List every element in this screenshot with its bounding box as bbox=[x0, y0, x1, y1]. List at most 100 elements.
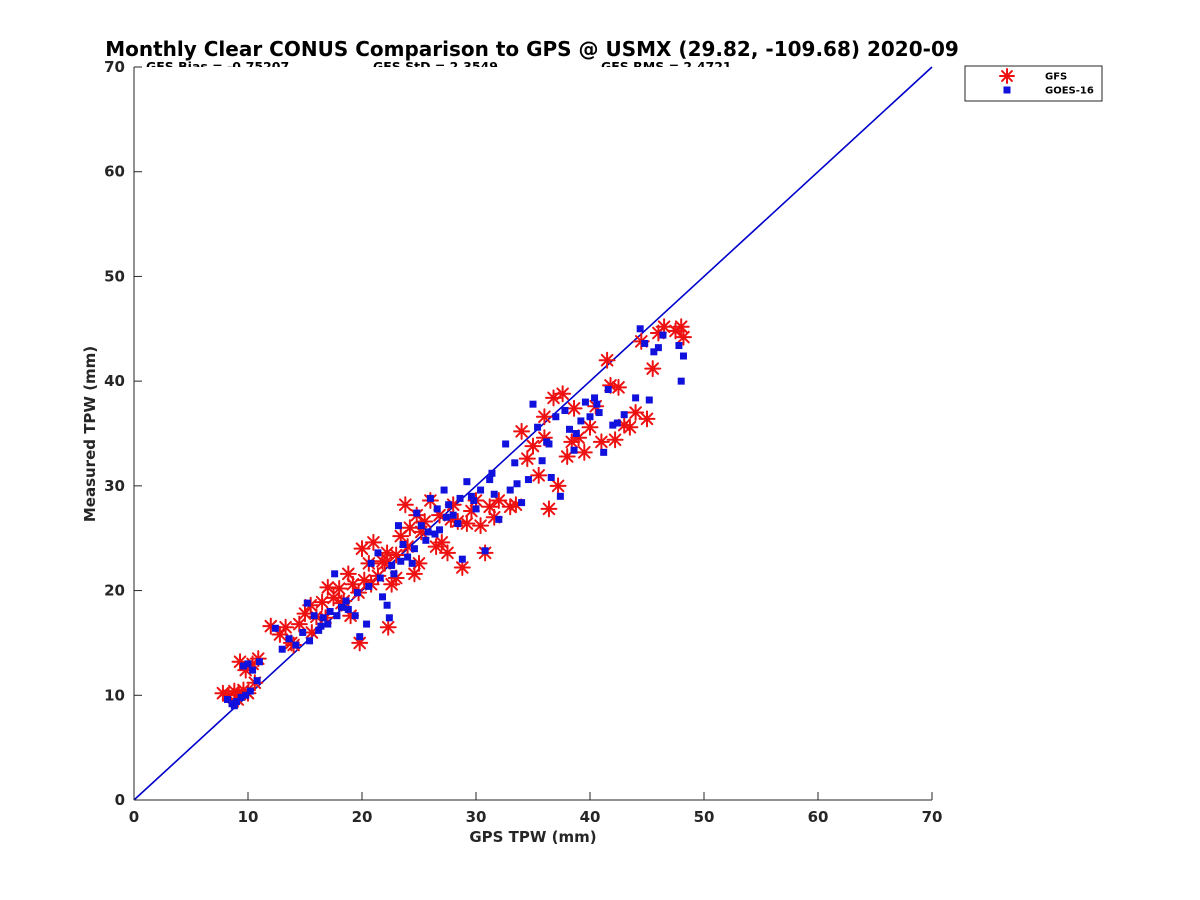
data-point bbox=[394, 522, 402, 530]
data-series bbox=[214, 318, 692, 710]
x-tick-label: 40 bbox=[580, 808, 601, 826]
y-tick-label: 70 bbox=[104, 58, 125, 76]
data-point bbox=[511, 459, 519, 467]
legend-box bbox=[964, 65, 1103, 102]
data-point bbox=[621, 418, 639, 436]
data-point bbox=[645, 396, 653, 404]
data-point bbox=[592, 433, 610, 451]
data-point bbox=[433, 505, 441, 513]
data-point bbox=[439, 544, 456, 562]
data-point bbox=[239, 662, 247, 670]
y-tick-label: 40 bbox=[104, 372, 125, 390]
data-point bbox=[472, 505, 480, 513]
data-point bbox=[306, 637, 314, 645]
data-point bbox=[540, 500, 558, 518]
data-point bbox=[324, 620, 332, 628]
data-point bbox=[486, 476, 494, 484]
data-point bbox=[530, 466, 548, 484]
data-point bbox=[593, 400, 601, 408]
data-point bbox=[230, 702, 238, 710]
data-point bbox=[410, 554, 428, 572]
data-point bbox=[271, 624, 279, 632]
data-point bbox=[638, 410, 656, 428]
data-point bbox=[356, 633, 364, 641]
data-point bbox=[552, 413, 560, 421]
data-point bbox=[412, 523, 430, 541]
data-point bbox=[376, 574, 384, 582]
data-point bbox=[277, 618, 295, 636]
data-point bbox=[604, 386, 612, 394]
data-point bbox=[397, 557, 405, 565]
legend-marker bbox=[1003, 86, 1011, 94]
data-point bbox=[363, 620, 371, 628]
data-point bbox=[513, 480, 521, 488]
data-point bbox=[454, 520, 462, 528]
data-point bbox=[534, 423, 542, 431]
data-point bbox=[456, 494, 464, 502]
data-point bbox=[495, 515, 503, 523]
x-axis-label: GPS TPW (mm) bbox=[469, 828, 596, 846]
data-point bbox=[535, 408, 553, 426]
data-point bbox=[417, 522, 425, 530]
data-point bbox=[315, 626, 323, 634]
data-point bbox=[390, 570, 398, 578]
data-point bbox=[610, 378, 627, 396]
data-point bbox=[331, 570, 339, 578]
data-point bbox=[581, 398, 589, 406]
data-point bbox=[424, 528, 432, 536]
data-point bbox=[310, 612, 318, 620]
data-point bbox=[299, 628, 307, 636]
data-point bbox=[458, 555, 466, 563]
data-point bbox=[388, 561, 396, 569]
data-point bbox=[581, 418, 599, 436]
data-point bbox=[506, 486, 514, 494]
data-point bbox=[401, 519, 419, 537]
data-point bbox=[672, 318, 690, 336]
x-axis-ticks: 0 10 20 30 40 50 60 70 bbox=[129, 792, 942, 826]
data-point bbox=[600, 448, 608, 456]
data-point bbox=[442, 513, 450, 521]
data-point bbox=[278, 645, 286, 653]
data-point bbox=[565, 425, 573, 433]
data-point bbox=[524, 437, 542, 455]
legend: GFS GOES-16 bbox=[964, 65, 1103, 102]
data-point bbox=[396, 496, 414, 514]
data-point bbox=[644, 360, 662, 378]
data-point bbox=[545, 440, 553, 448]
legend-label: GFS bbox=[1045, 72, 1067, 83]
data-point bbox=[641, 339, 649, 347]
data-point bbox=[353, 540, 371, 558]
data-point bbox=[518, 499, 526, 507]
data-point bbox=[586, 413, 594, 421]
x-tick-label: 20 bbox=[352, 808, 373, 826]
data-point bbox=[674, 328, 692, 346]
y-tick-label: 60 bbox=[104, 163, 125, 181]
data-point bbox=[554, 385, 572, 403]
data-point bbox=[367, 559, 375, 567]
y-axis-ticks: 0 10 20 30 40 50 60 70 bbox=[104, 58, 142, 809]
data-point bbox=[317, 622, 325, 630]
data-point bbox=[518, 450, 536, 468]
data-point bbox=[379, 618, 397, 636]
data-point bbox=[575, 443, 593, 461]
data-point bbox=[570, 446, 578, 454]
data-point bbox=[313, 593, 331, 611]
data-point bbox=[677, 377, 685, 385]
data-point bbox=[440, 486, 448, 494]
data-point bbox=[572, 430, 580, 437]
data-point bbox=[472, 517, 490, 535]
data-point bbox=[404, 553, 412, 561]
data-point bbox=[650, 348, 658, 356]
data-point bbox=[675, 342, 683, 350]
y-tick-label: 50 bbox=[104, 267, 125, 285]
data-point bbox=[561, 406, 569, 414]
data-point bbox=[488, 469, 496, 477]
data-point bbox=[436, 526, 444, 534]
data-point bbox=[383, 601, 391, 609]
data-point bbox=[333, 612, 341, 620]
data-point bbox=[223, 695, 231, 703]
data-point bbox=[609, 421, 617, 429]
data-point bbox=[246, 687, 254, 695]
data-point bbox=[364, 533, 382, 551]
